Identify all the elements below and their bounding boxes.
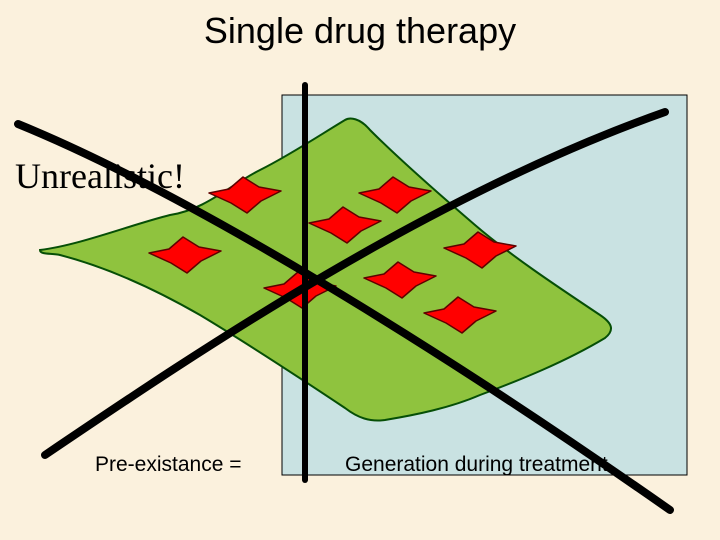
caption-generation: Generation during treatment [345,453,608,477]
slide: Single drug therapy Unrealistic! Pre-exi… [0,0,720,540]
unrealistic-label: Unrealistic! [15,155,185,197]
slide-title: Single drug therapy [0,10,720,52]
caption-pre-existance: Pre-existance = [95,453,242,477]
